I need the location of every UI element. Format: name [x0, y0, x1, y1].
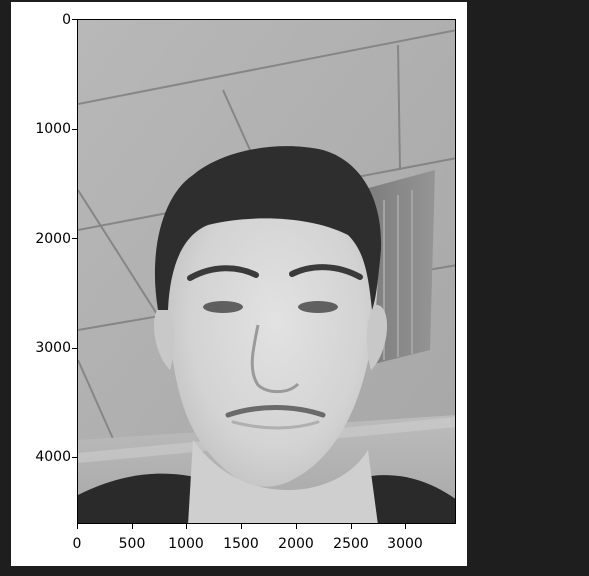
y-tick-label: 3000 [35, 340, 71, 356]
y-tick-label: 0 [62, 12, 71, 28]
y-tick-label: 2000 [35, 231, 71, 247]
x-tick-label: 1000 [168, 536, 204, 552]
y-tick-mark [72, 19, 77, 20]
x-tick-label: 1500 [223, 536, 259, 552]
x-tick-mark [296, 524, 297, 529]
y-tick-mark [72, 348, 77, 349]
mouth [225, 405, 326, 418]
x-tick-label: 3000 [387, 536, 423, 552]
x-tick-mark [351, 524, 352, 529]
nose [250, 324, 300, 394]
x-tick-mark [241, 524, 242, 529]
face [165, 170, 378, 487]
x-tick-label: 500 [118, 536, 146, 552]
matplotlib-figure: 0 1000 2000 3000 4000 0 500 1000 1500 20… [11, 2, 467, 566]
x-tick-label: 2000 [278, 536, 314, 552]
y-tick-label: 1000 [35, 121, 71, 137]
left-eyebrow [187, 265, 259, 281]
hair [154, 146, 382, 310]
x-tick-label: 0 [72, 536, 82, 552]
x-tick-mark [77, 524, 78, 529]
right-eyebrow [289, 264, 363, 280]
y-tick-mark [72, 457, 77, 458]
right-eye [298, 301, 338, 313]
x-tick-mark [132, 524, 133, 529]
right-ear [366, 304, 388, 370]
grayscale-selfie-image [78, 20, 455, 523]
neck [188, 440, 378, 523]
x-tick-mark [405, 524, 406, 529]
y-tick-mark [72, 238, 77, 239]
left-eye [203, 301, 243, 313]
image-axes [77, 19, 456, 524]
y-tick-label: 4000 [35, 449, 71, 465]
x-tick-label: 2500 [333, 536, 369, 552]
left-ear [153, 304, 175, 370]
x-tick-mark [186, 524, 187, 529]
y-tick-mark [72, 129, 77, 130]
